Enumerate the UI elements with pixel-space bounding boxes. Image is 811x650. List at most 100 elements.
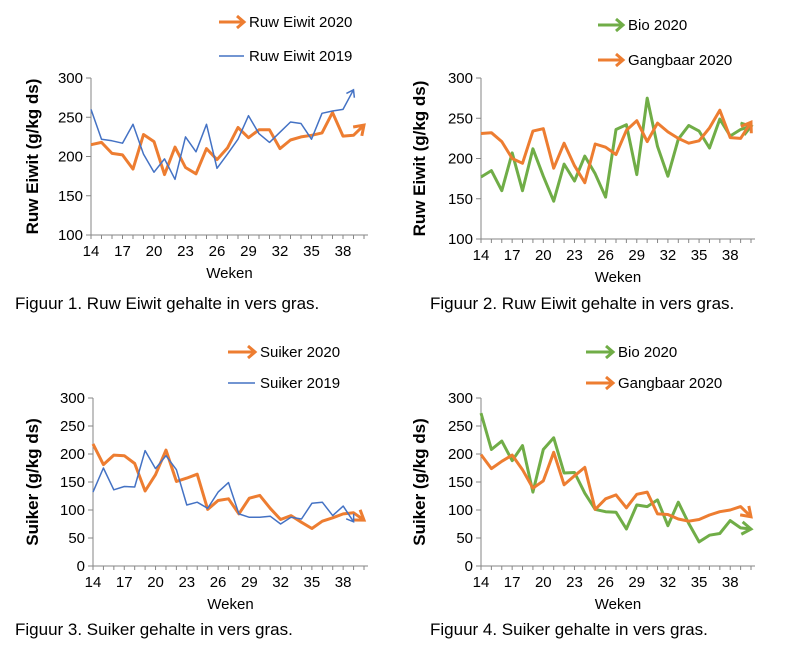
legend-arrowhead-1 <box>615 17 626 33</box>
y-tick-label: 150 <box>58 188 83 205</box>
y-tick-label: 250 <box>60 418 85 435</box>
x-tick-label: 35 <box>691 247 708 264</box>
x-tick-label: 29 <box>628 574 645 591</box>
y-axis-title: Suiker (g/kg ds) <box>23 418 42 546</box>
series-arrowhead-1 <box>352 123 366 137</box>
legend-label-2: Suiker 2019 <box>260 375 340 392</box>
y-tick-label: 50 <box>68 530 85 547</box>
x-tick-label: 35 <box>303 243 320 260</box>
series-arrowhead-2 <box>739 505 753 519</box>
y-tick-label: 300 <box>58 70 83 87</box>
series-line-1 <box>90 111 366 177</box>
y-tick-label: 0 <box>77 558 85 575</box>
x-tick-label: 29 <box>628 247 645 264</box>
y-tick-label: 100 <box>58 227 83 244</box>
y-tick-label: 150 <box>448 191 473 208</box>
x-tick-label: 17 <box>504 247 521 264</box>
series-line-2 <box>92 449 355 525</box>
x-tick-label: 20 <box>535 247 552 264</box>
x-tick-label: 23 <box>177 243 194 260</box>
legend-arrowhead-1 <box>236 14 247 30</box>
y-axis-title: Ruw Eiwit (g/kg ds) <box>410 81 429 237</box>
series-line-2 <box>479 450 753 523</box>
x-tick-label: 32 <box>660 574 677 591</box>
x-tick-label: 38 <box>335 243 352 260</box>
series-line-2 <box>480 108 753 185</box>
x-tick-label: 32 <box>660 247 677 264</box>
x-tick-label: 23 <box>178 574 195 591</box>
x-tick-label: 38 <box>722 574 739 591</box>
x-tick-label: 14 <box>83 243 100 260</box>
x-tick-label: 26 <box>597 247 614 264</box>
y-tick-label: 250 <box>58 109 83 126</box>
y-axis-title: Suiker (g/kg ds) <box>410 418 429 546</box>
series-line-1 <box>480 96 752 203</box>
y-tick-label: 100 <box>60 502 85 519</box>
y-tick-label: 200 <box>448 446 473 463</box>
y-tick-label: 300 <box>448 390 473 407</box>
series-arrowhead-1 <box>740 520 754 536</box>
series-arrowhead-2 <box>346 88 356 98</box>
series-arrowhead-1 <box>352 509 367 522</box>
x-tick-label: 26 <box>597 574 614 591</box>
x-tick-label: 29 <box>241 574 258 591</box>
legend-label-1: Suiker 2020 <box>260 344 340 361</box>
x-tick-label: 26 <box>210 574 227 591</box>
y-tick-label: 100 <box>448 231 473 248</box>
y-tick-label: 200 <box>60 446 85 463</box>
y-tick-label: 50 <box>456 530 473 547</box>
x-tick-label: 14 <box>473 574 490 591</box>
x-tick-label: 17 <box>114 243 131 260</box>
x-tick-label: 26 <box>209 243 226 260</box>
figure-caption-3: Figuur 3. Suiker gehalte in vers gras. <box>15 620 293 639</box>
x-tick-label: 38 <box>335 574 352 591</box>
x-tick-label: 35 <box>691 574 708 591</box>
series-line-2 <box>90 89 355 181</box>
chart-3: 0 50 100 150 200 250 300 14 17 20 23 26 29 32 35 38 Weke… <box>23 344 368 613</box>
x-tick-label: 20 <box>535 574 552 591</box>
legend-label-2: Ruw Eiwit 2019 <box>249 48 352 65</box>
legend-label-1: Bio 2020 <box>618 344 677 361</box>
figure-caption-2: Figuur 2. Ruw Eiwit gehalte in vers gras… <box>430 294 735 313</box>
legend-arrowhead-2 <box>615 52 626 68</box>
y-tick-label: 250 <box>448 110 473 127</box>
x-tick-label: 29 <box>240 243 257 260</box>
legend-arrowhead-2 <box>605 375 616 391</box>
series-arrowhead-2 <box>740 120 753 134</box>
y-tick-label: 300 <box>448 70 473 87</box>
x-axis-title: Weken <box>595 596 641 613</box>
x-tick-label: 20 <box>146 243 163 260</box>
y-tick-label: 150 <box>448 474 473 491</box>
figure-caption-1: Figuur 1. Ruw Eiwit gehalte in vers gras… <box>15 294 320 313</box>
series-line-1 <box>479 412 752 544</box>
legend-label-1: Bio 2020 <box>628 17 687 34</box>
x-tick-label: 23 <box>566 247 583 264</box>
y-tick-label: 300 <box>60 390 85 407</box>
series-arrowhead-2 <box>345 513 355 523</box>
x-tick-label: 14 <box>85 574 102 591</box>
x-tick-label: 20 <box>147 574 164 591</box>
legend-label-2: Gangbaar 2020 <box>628 52 732 69</box>
y-tick-label: 150 <box>60 474 85 491</box>
x-tick-label: 14 <box>473 247 490 264</box>
x-tick-label: 38 <box>722 247 739 264</box>
x-axis-title: Weken <box>595 269 641 286</box>
y-tick-label: 100 <box>448 502 473 519</box>
legend-label-1: Ruw Eiwit 2020 <box>249 14 352 31</box>
y-tick-label: 200 <box>58 149 83 166</box>
x-tick-label: 23 <box>566 574 583 591</box>
y-tick-label: 200 <box>448 151 473 168</box>
y-axis-title: Ruw Eiwit (g/kg ds) <box>23 79 42 235</box>
x-axis-title: Weken <box>206 265 252 282</box>
x-tick-label: 17 <box>504 574 521 591</box>
x-axis-title: Weken <box>207 596 253 613</box>
x-tick-label: 32 <box>272 243 289 260</box>
y-tick-label: 250 <box>448 418 473 435</box>
x-tick-label: 32 <box>272 574 289 591</box>
chart-4: 0 50 100 150 200 250 300 14 17 20 23 26 29 32 35 38 Weke… <box>410 344 755 613</box>
figure-caption-4: Figuur 4. Suiker gehalte in vers gras. <box>430 620 708 639</box>
y-tick-label: 0 <box>465 558 473 575</box>
legend-arrowhead-1 <box>605 344 616 360</box>
x-tick-label: 35 <box>304 574 321 591</box>
